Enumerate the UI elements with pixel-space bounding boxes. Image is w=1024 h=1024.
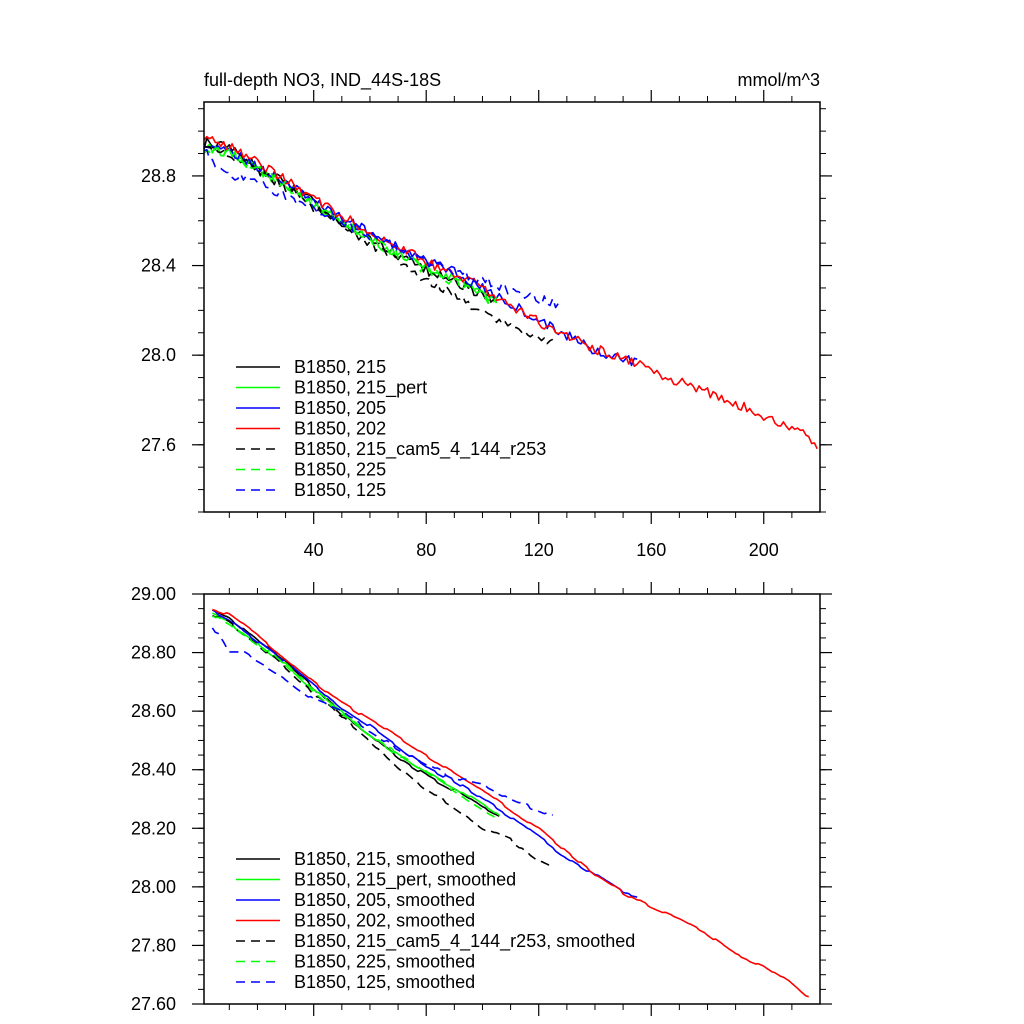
legend-label: B1850, 205	[294, 398, 386, 418]
x-tick-label: 80	[416, 540, 436, 560]
y-tick-label: 28.20	[131, 818, 176, 838]
y-tick-label: 28.0	[141, 345, 176, 365]
axis-tick-labels: 40 80 120 160 200 27.6 28.0 28.4 28.8	[141, 166, 779, 560]
panel-smoothed: 27.60 27.80 28.00 28.20 28.40 28.60 28.80 29.00…	[131, 582, 832, 1016]
y-tick-label: 29.00	[131, 584, 176, 604]
legend-label: B1850, 202, smoothed	[294, 911, 475, 931]
legend-label: B1850, 125, smoothed	[294, 972, 475, 992]
legend-label: B1850, 205, smoothed	[294, 890, 475, 910]
series-lines	[211, 608, 809, 998]
plot-frame	[203, 101, 821, 513]
panel-raw: full-depth NO3, IND_44S-18S mmol/m^3 40 8…	[141, 70, 832, 560]
legend-label: B1850, 215_cam5_4_144_r253	[294, 439, 546, 460]
chart-units: mmol/m^3	[738, 70, 820, 90]
y-tick-label: 28.40	[131, 760, 176, 780]
x-tick-label: 40	[304, 540, 324, 560]
axis-ticks	[192, 582, 832, 1016]
legend-label: B1850, 225	[294, 460, 386, 480]
axis-tick-labels: 27.60 27.80 28.00 28.20 28.40 28.60 28.80 29.00	[131, 584, 176, 1014]
legend-label: B1850, 202	[294, 419, 386, 439]
series-line	[212, 612, 500, 816]
plot-frame	[203, 593, 821, 1005]
series-line	[212, 615, 500, 822]
y-tick-label: 27.80	[131, 935, 176, 955]
series-line	[211, 627, 554, 816]
legend-label: B1850, 215_pert	[294, 378, 427, 399]
y-tick-label: 28.4	[141, 256, 176, 276]
legend-label: B1850, 215, smoothed	[294, 849, 475, 869]
y-tick-label: 27.6	[141, 435, 176, 455]
axis-ticks	[192, 90, 832, 524]
legend-label: B1850, 125	[294, 480, 386, 500]
legend-label: B1850, 215	[294, 357, 386, 377]
y-tick-label: 28.60	[131, 701, 176, 721]
series-line	[212, 609, 638, 898]
legend-label: B1850, 215_pert, smoothed	[294, 870, 516, 891]
series-line	[212, 608, 809, 998]
x-tick-label: 160	[636, 540, 666, 560]
series-line	[203, 135, 818, 450]
y-tick-label: 28.80	[131, 643, 176, 663]
series-lines	[203, 135, 818, 450]
chart-title: full-depth NO3, IND_44S-18S	[204, 70, 441, 91]
series-line	[212, 614, 551, 867]
legend-label: B1850, 215_cam5_4_144_r253, smoothed	[294, 931, 635, 952]
y-tick-label: 27.60	[131, 994, 176, 1014]
legend-label: B1850, 225, smoothed	[294, 952, 475, 972]
series-line	[203, 147, 498, 305]
y-tick-label: 28.8	[141, 166, 176, 186]
y-tick-label: 28.00	[131, 877, 176, 897]
x-tick-label: 120	[524, 540, 554, 560]
series-line	[203, 148, 560, 309]
x-tick-label: 200	[749, 540, 779, 560]
